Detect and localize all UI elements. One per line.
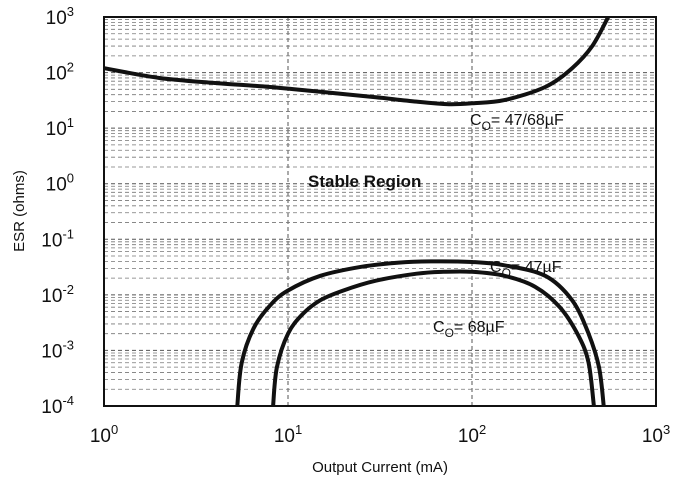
- x-tick-label: 100: [90, 422, 118, 447]
- y-tick-label: 102: [46, 60, 74, 85]
- stable-region-label: Stable Region: [308, 172, 421, 191]
- x-tick-label: 103: [642, 422, 670, 447]
- x-axis-title: Output Current (mA): [312, 459, 448, 476]
- y-tick-label: 101: [46, 115, 74, 140]
- tick-base: 10: [274, 426, 295, 447]
- x-tick-label: 102: [458, 422, 486, 447]
- x-tick-label: 101: [274, 422, 302, 447]
- tick-exponent: 0: [67, 171, 74, 186]
- series-label-main: C: [433, 319, 445, 336]
- tick-exponent: 1: [295, 422, 302, 437]
- tick-base: 10: [46, 175, 67, 196]
- series-label-rest: = 47µF: [511, 259, 562, 276]
- tick-exponent: 1: [67, 115, 74, 130]
- tick-exponent: -3: [62, 337, 74, 352]
- series-label-main: C: [470, 112, 482, 129]
- grid: [103, 17, 657, 407]
- y-tick-label: 100: [46, 171, 74, 196]
- tick-exponent: 3: [67, 4, 74, 19]
- y-tick-label: 10-4: [41, 393, 74, 418]
- tick-exponent: 3: [663, 422, 670, 437]
- series-label-main: C: [490, 259, 502, 276]
- y-tick-label: 10-2: [41, 282, 74, 307]
- series-label-sub: O: [445, 326, 454, 340]
- series-label-47-68uf: CO= 47/68µF: [470, 112, 564, 133]
- y-tick-label: 10-3: [41, 337, 74, 362]
- y-tick-label: 10-1: [41, 226, 74, 251]
- tick-base: 10: [90, 426, 111, 447]
- series-curve-3: [271, 269, 596, 407]
- series-curve-2: [235, 259, 606, 407]
- y-tick-label: 103: [46, 4, 74, 29]
- tick-exponent: -1: [62, 226, 74, 241]
- series-label-sub: O: [482, 119, 491, 133]
- tick-exponent: 2: [67, 60, 74, 75]
- tick-exponent: -4: [62, 393, 74, 408]
- series-label-rest: = 68µF: [454, 319, 505, 336]
- tick-exponent: 2: [479, 422, 486, 437]
- tick-base: 10: [46, 8, 67, 29]
- tick-base: 10: [41, 397, 62, 418]
- tick-exponent: 0: [111, 422, 118, 437]
- series-label-47uf: CO= 47µF: [490, 259, 562, 280]
- tick-base: 10: [46, 119, 67, 140]
- tick-base: 10: [41, 286, 62, 307]
- series-label-sub: O: [502, 266, 511, 280]
- plot-frame: [103, 16, 657, 407]
- tick-base: 10: [458, 426, 479, 447]
- curves: [103, 16, 610, 407]
- series-label-rest: = 47/68µF: [491, 112, 564, 129]
- tick-base: 10: [46, 64, 67, 85]
- tick-exponent: -2: [62, 282, 74, 297]
- y-axis-title: ESR (ohms): [11, 170, 28, 252]
- series-curve-1: [103, 16, 610, 107]
- tick-base: 10: [41, 341, 62, 362]
- tick-base: 10: [642, 426, 663, 447]
- tick-base: 10: [41, 230, 62, 251]
- series-label-68uf: CO= 68µF: [433, 319, 505, 340]
